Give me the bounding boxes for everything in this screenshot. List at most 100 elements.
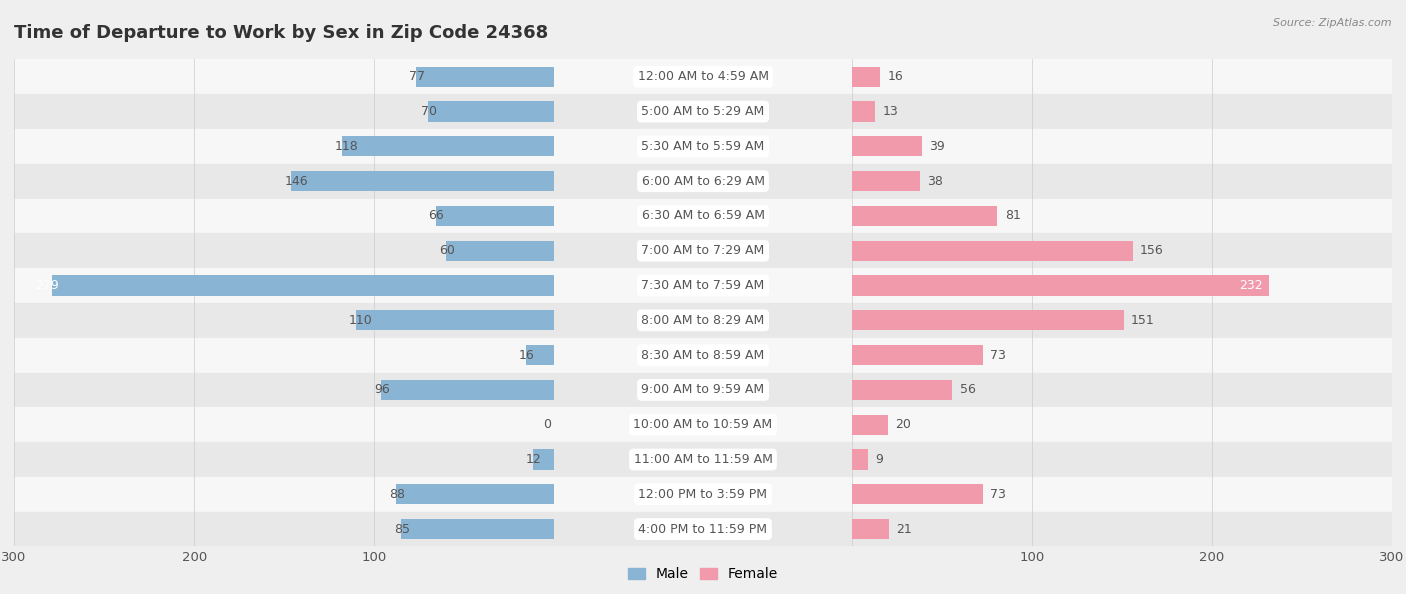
Bar [14,198,554,233]
Bar [14,268,554,303]
Bar [852,206,997,226]
Bar [852,94,1392,129]
Text: 73: 73 [990,488,1007,501]
Text: 66: 66 [429,210,444,223]
Text: 12: 12 [526,453,541,466]
Bar [852,372,1392,407]
Bar [14,164,554,198]
Text: 156: 156 [1140,244,1164,257]
Text: 6:30 AM to 6:59 AM: 6:30 AM to 6:59 AM [641,210,765,223]
Text: 81: 81 [1005,210,1021,223]
Bar [436,206,554,226]
Bar [852,233,1392,268]
Text: 9:00 AM to 9:59 AM: 9:00 AM to 9:59 AM [641,383,765,396]
Bar [852,129,1392,164]
Bar [852,519,890,539]
Text: 110: 110 [349,314,373,327]
Bar [852,276,1270,296]
Bar [554,511,852,546]
Text: Time of Departure to Work by Sex in Zip Code 24368: Time of Departure to Work by Sex in Zip … [14,24,548,42]
Text: 12:00 PM to 3:59 PM: 12:00 PM to 3:59 PM [638,488,768,501]
Bar [852,268,1392,303]
Bar [526,345,554,365]
Text: 77: 77 [409,70,425,83]
Bar [291,171,554,191]
Bar [554,442,852,477]
Bar [852,511,1392,546]
Bar [14,442,554,477]
Bar [554,233,852,268]
Text: 6:00 AM to 6:29 AM: 6:00 AM to 6:29 AM [641,175,765,188]
Text: 16: 16 [519,349,534,362]
Bar [852,164,1392,198]
Bar [396,484,554,504]
Bar [852,241,1133,261]
Text: 56: 56 [960,383,976,396]
Bar [14,94,554,129]
Bar [852,450,868,470]
Bar [852,171,920,191]
Text: 85: 85 [394,523,411,536]
Bar [852,198,1392,233]
Text: 10:00 AM to 10:59 AM: 10:00 AM to 10:59 AM [634,418,772,431]
Bar [14,303,554,338]
Bar [356,310,554,330]
Bar [429,102,554,122]
Bar [852,67,880,87]
Text: 70: 70 [422,105,437,118]
Text: 7:00 AM to 7:29 AM: 7:00 AM to 7:29 AM [641,244,765,257]
Text: 232: 232 [1239,279,1263,292]
Text: 88: 88 [388,488,405,501]
Text: 20: 20 [894,418,911,431]
Text: 39: 39 [929,140,945,153]
Bar [852,310,1123,330]
Bar [554,303,852,338]
Text: 21: 21 [897,523,912,536]
Text: 0: 0 [544,418,551,431]
Text: 5:00 AM to 5:29 AM: 5:00 AM to 5:29 AM [641,105,765,118]
Text: Source: ZipAtlas.com: Source: ZipAtlas.com [1274,18,1392,28]
Bar [554,338,852,372]
Bar [446,241,554,261]
Text: 146: 146 [284,175,308,188]
Bar [852,102,875,122]
Bar [52,276,554,296]
Bar [852,136,922,156]
Bar [14,477,554,511]
Bar [554,198,852,233]
Bar [381,380,554,400]
Bar [852,415,887,435]
Bar [342,136,554,156]
Legend: Male, Female: Male, Female [623,562,783,587]
Text: 8:30 AM to 8:59 AM: 8:30 AM to 8:59 AM [641,349,765,362]
Bar [852,380,952,400]
Bar [14,233,554,268]
Bar [14,511,554,546]
Text: 13: 13 [882,105,898,118]
Text: 96: 96 [374,383,389,396]
Text: 4:00 PM to 11:59 PM: 4:00 PM to 11:59 PM [638,523,768,536]
Bar [14,338,554,372]
Text: 7:30 AM to 7:59 AM: 7:30 AM to 7:59 AM [641,279,765,292]
Bar [554,268,852,303]
Bar [554,407,852,442]
Text: 73: 73 [990,349,1007,362]
Text: 151: 151 [1130,314,1154,327]
Bar [14,407,554,442]
Bar [852,59,1392,94]
Text: 16: 16 [887,70,904,83]
Text: 118: 118 [335,140,359,153]
Text: 8:00 AM to 8:29 AM: 8:00 AM to 8:29 AM [641,314,765,327]
Text: 11:00 AM to 11:59 AM: 11:00 AM to 11:59 AM [634,453,772,466]
Bar [852,345,983,365]
Text: 9: 9 [875,453,883,466]
Text: 38: 38 [927,175,943,188]
Bar [554,129,852,164]
Bar [852,338,1392,372]
Bar [852,477,1392,511]
Bar [14,129,554,164]
Bar [401,519,554,539]
Text: 5:30 AM to 5:59 AM: 5:30 AM to 5:59 AM [641,140,765,153]
Bar [14,59,554,94]
Bar [852,484,983,504]
